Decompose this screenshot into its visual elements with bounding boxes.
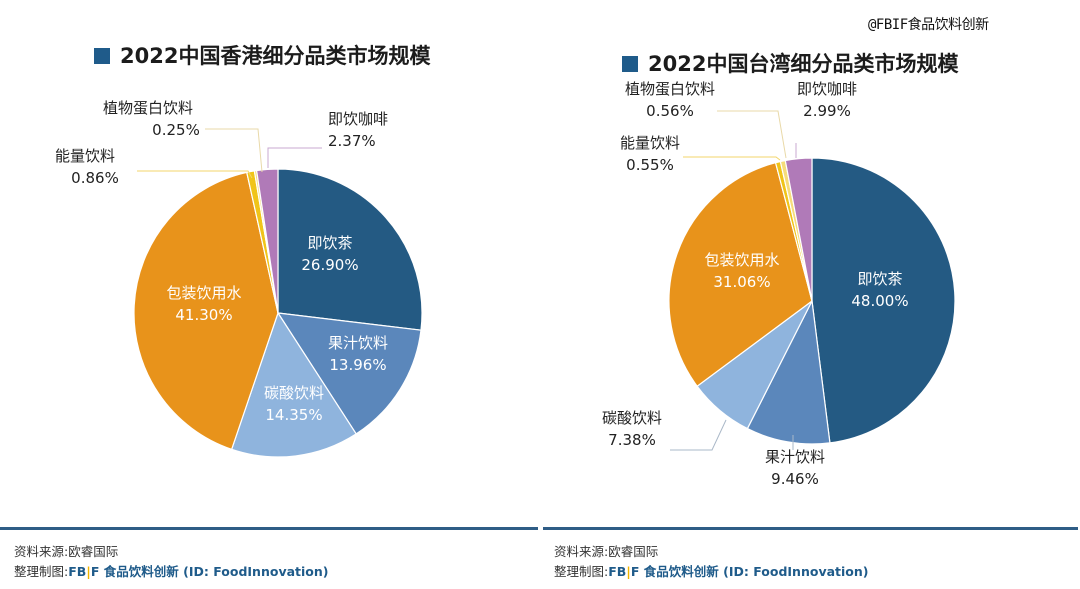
slice-value-label: 48.00%: [851, 292, 908, 310]
slice-value-label: 26.90%: [301, 256, 358, 274]
slice-value-label: 2.37%: [328, 132, 376, 150]
leader-line: [267, 147, 322, 168]
pie-slice: [277, 168, 423, 331]
chart-title: 2022中国香港细分品类市场规模: [94, 40, 430, 70]
slice-label: 即饮咖啡: [328, 110, 388, 128]
slice-value-label: 2.99%: [803, 102, 851, 120]
source-text: 资料来源:欧睿国际: [14, 544, 119, 559]
title-square-icon: [94, 48, 110, 64]
chart-title-text: 2022中国香港细分品类市场规模: [120, 44, 431, 68]
slice-label: 果汁饮料: [328, 334, 388, 352]
slice-value-label: 0.25%: [152, 121, 200, 139]
source-text: 资料来源:欧睿国际: [554, 544, 659, 559]
slice-value-label: 41.30%: [175, 306, 232, 324]
chart-panel-hongkong: 2022中国香港细分品类市场规模 即饮茶 26.90% 果汁饮料 13.96% 碳酸饮料…: [0, 40, 538, 580]
leader-line: [137, 170, 253, 179]
leader-line: [683, 156, 781, 161]
footer-divider: [0, 527, 538, 530]
slice-value-label: 31.06%: [713, 273, 770, 291]
slice-label: 包装饮用水: [166, 284, 241, 302]
pie-slice: [276, 312, 422, 435]
slice-label: 植物蛋白饮料: [103, 99, 193, 117]
leader-line: [717, 110, 787, 159]
pie-chart-taiwan: 即饮茶 48.00% 果汁饮料 9.46% 碳酸饮料 7.38% 包装饮用水 31.06% 能量…: [602, 80, 956, 488]
brand-logo: FB|F 食品饮料创新 (ID: FoodInnovation): [608, 564, 869, 579]
credit-prefix: 整理制图:: [14, 564, 69, 579]
footer-divider: [543, 527, 1078, 530]
slice-label: 包装饮用水: [704, 251, 779, 269]
slice-label: 植物蛋白饮料: [625, 80, 715, 98]
leader-line: [670, 419, 727, 451]
pie-slice: [811, 157, 956, 444]
slice-value-label: 0.86%: [71, 169, 119, 187]
slice-value-label: 0.55%: [626, 156, 674, 174]
pie-slice: [746, 298, 831, 445]
slice-value-label: 14.35%: [265, 406, 322, 424]
credit-text: 整理制图:FB|F 食品饮料创新 (ID: FoodInnovation): [554, 561, 868, 580]
slice-label: 即饮茶: [857, 270, 902, 288]
slice-label: 即饮咖啡: [797, 80, 857, 98]
slice-value-label: 0.56%: [646, 102, 694, 120]
brand-logo: FB|F 食品饮料创新 (ID: FoodInnovation): [68, 564, 329, 579]
slice-value-label: 13.96%: [329, 356, 386, 374]
pie-slice: [230, 311, 358, 458]
pie-slice: [133, 171, 279, 451]
slice-label: 果汁饮料: [765, 448, 825, 466]
chart-title-text: 2022中国台湾细分品类市场规模: [648, 52, 959, 76]
slice-label: 能量饮料: [55, 147, 115, 165]
slice-label: 即饮茶: [307, 234, 352, 252]
chart-title: 2022中国台湾细分品类市场规模: [622, 48, 958, 78]
credit-text: 整理制图:FB|F 食品饮料创新 (ID: FoodInnovation): [14, 561, 328, 580]
chart-panel-taiwan: 2022中国台湾细分品类市场规模 即饮茶 48.00% 果汁饮料 9.46% 碳酸饮料 7…: [540, 0, 1080, 589]
pie-slice: [668, 161, 813, 388]
slice-value-label: 9.46%: [771, 470, 819, 488]
leader-line: [205, 128, 263, 173]
slice-label: 碳酸饮料: [602, 409, 662, 427]
pie-slice: [255, 168, 279, 314]
title-square-icon: [622, 56, 638, 72]
credit-prefix: 整理制图:: [554, 564, 609, 579]
pie-chart-hongkong: 即饮茶 26.90% 果汁饮料 13.96% 碳酸饮料 14.35% 包装饮用水 41.30%…: [55, 99, 423, 458]
slice-label: 能量饮料: [620, 134, 680, 152]
watermark-text: @FBIF食品饮料创新: [868, 17, 989, 33]
slice-value-label: 7.38%: [608, 431, 656, 449]
slice-label: 碳酸饮料: [264, 384, 324, 402]
pie-slice: [784, 157, 813, 302]
